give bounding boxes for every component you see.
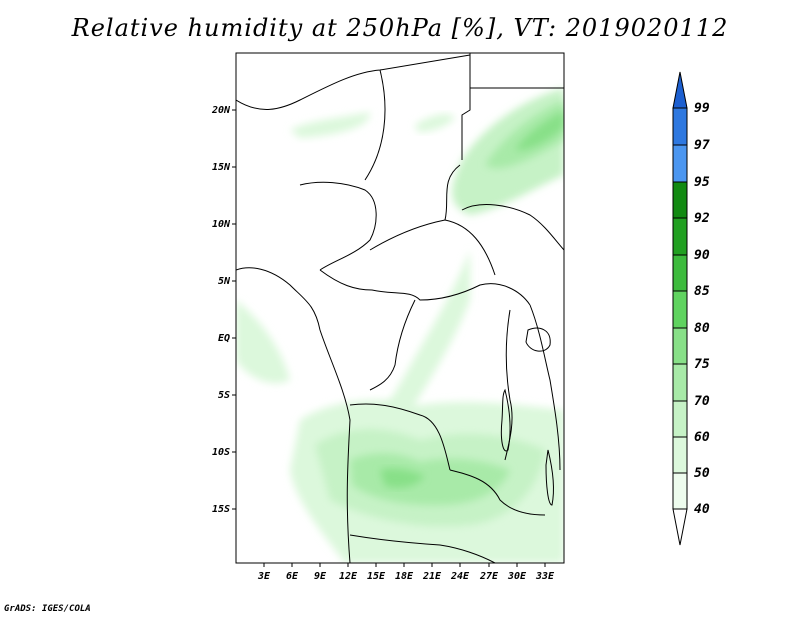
colorbar-label-60: 60 xyxy=(694,430,710,445)
lon-label-33e: 33E xyxy=(535,571,555,582)
colorbar-label-80: 80 xyxy=(694,321,710,336)
longitude-axis: 3E 6E 9E 12E 15E 18E 21E 24E 27E 30E 33E xyxy=(257,563,555,582)
latitude-axis: 20N 15N 10N 5N EQ 5S 10S 15S xyxy=(211,105,236,515)
lon-label-9e: 9E xyxy=(314,571,327,582)
border-sahara-1 xyxy=(236,54,471,110)
colorbar-bin-40-50 xyxy=(672,472,688,510)
border-sudan xyxy=(444,164,461,221)
lake-tanganyika xyxy=(500,388,511,452)
colorbar-bin-60-70 xyxy=(672,400,688,438)
lat-label-15n: 15N xyxy=(212,162,231,173)
border-south-sudan xyxy=(461,204,564,251)
colorbar-label-97: 97 xyxy=(694,138,710,153)
colorbar-label-75: 75 xyxy=(694,357,710,372)
lat-label-eq: EQ xyxy=(218,333,230,344)
lat-label-5n: 5N xyxy=(218,276,231,287)
colorbar-bin-85-90 xyxy=(672,254,688,292)
border-zambia xyxy=(449,469,546,516)
colorbar-bin-90-92 xyxy=(672,217,688,256)
colorbar-label-92: 92 xyxy=(694,211,710,226)
grads-credit: GrADS: IGES/COLA xyxy=(4,604,91,614)
humidity-region-south-inner xyxy=(380,468,425,488)
lat-label-10n: 10N xyxy=(212,219,231,230)
colorbar-label-85: 85 xyxy=(694,284,710,299)
lon-label-24e: 24E xyxy=(450,571,470,582)
lon-label-21e: 21E xyxy=(422,571,442,582)
border-namibia xyxy=(349,534,496,563)
humidity-region-south-core xyxy=(350,453,510,506)
lat-label-15s: 15S xyxy=(212,504,230,515)
colorbar-bin-75-80 xyxy=(672,327,688,365)
lat-label-10s: 10S xyxy=(212,447,230,458)
humidity-region-northeast-inner xyxy=(515,110,564,151)
lat-label-5s: 5S xyxy=(218,390,230,401)
colorbar-top-arrow xyxy=(672,71,688,109)
colorbar-bin-97-99 xyxy=(672,107,688,146)
border-congo-north xyxy=(319,269,531,306)
humidity-field xyxy=(236,88,564,563)
lon-label-15e: 15E xyxy=(367,571,386,582)
colorbar-label-99: 99 xyxy=(694,101,710,116)
country-borders xyxy=(236,53,564,563)
border-congo-river xyxy=(369,299,416,391)
border-east-africa xyxy=(529,304,561,471)
map-title: Relative humidity at 250hPa [%], VT: 201… xyxy=(71,14,729,42)
lon-label-6e: 6E xyxy=(286,571,299,582)
border-angola xyxy=(349,403,451,471)
colorbar-bin-80-85 xyxy=(672,290,688,329)
colorbar-label-70: 70 xyxy=(694,394,710,409)
colorbar-label-40: 40 xyxy=(694,502,710,517)
lat-label-20n: 20N xyxy=(211,105,231,116)
lake-victoria xyxy=(525,327,551,352)
colorbar: 99 97 95 92 90 85 80 75 70 60 50 40 xyxy=(672,71,710,546)
colorbar-label-50: 50 xyxy=(694,466,710,481)
colorbar-label-90: 90 xyxy=(694,248,710,263)
colorbar-bin-50-60 xyxy=(672,436,688,474)
colorbar-label-95: 95 xyxy=(694,175,710,190)
map-frame xyxy=(235,52,565,564)
humidity-patch-north-2 xyxy=(415,114,455,132)
border-sahara-2 xyxy=(461,53,471,160)
lon-label-18e: 18E xyxy=(395,571,414,582)
colorbar-bin-70-75 xyxy=(672,363,688,402)
humidity-region-northeast-core xyxy=(485,100,564,169)
lon-label-3e: 3E xyxy=(257,571,271,582)
lake-malawi xyxy=(545,449,554,506)
coastline-west xyxy=(236,267,351,563)
colorbar-bin-95-97 xyxy=(672,144,688,183)
border-nigeria xyxy=(299,181,377,271)
border-chad xyxy=(364,69,386,181)
colorbar-bin-92-95 xyxy=(672,181,688,219)
humidity-region-west xyxy=(236,300,290,384)
humidity-patch-north xyxy=(290,112,371,138)
lon-label-30e: 30E xyxy=(507,571,527,582)
lon-label-27e: 27E xyxy=(479,571,499,582)
colorbar-bottom-arrow xyxy=(672,508,688,546)
border-car xyxy=(369,219,496,276)
lon-label-12e: 12E xyxy=(339,571,358,582)
